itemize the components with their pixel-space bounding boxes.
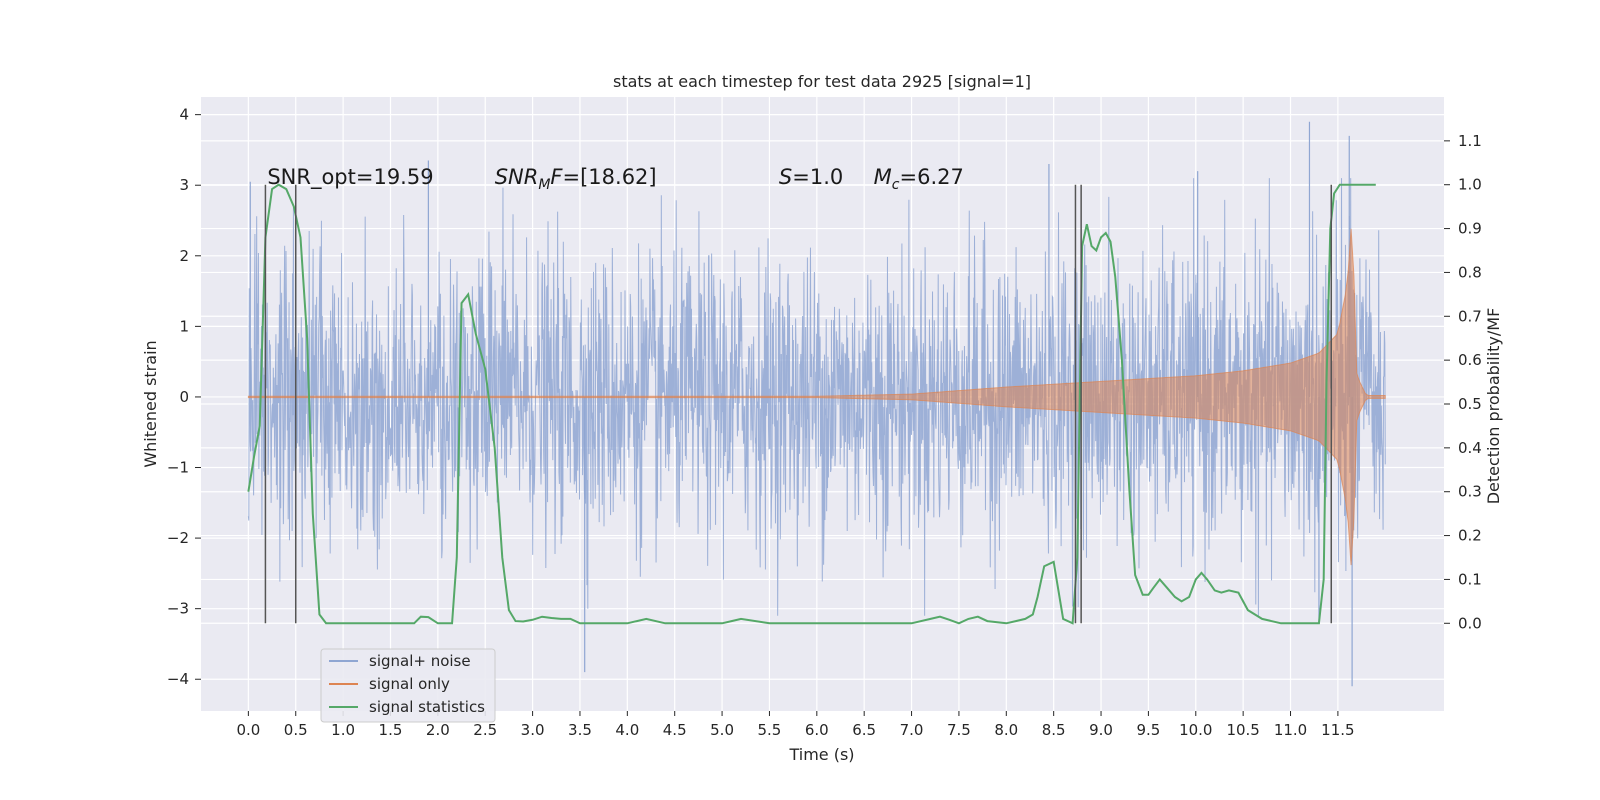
- x-tick-label: 9.0: [1089, 721, 1113, 739]
- annotation: S=1.0: [779, 165, 843, 189]
- annotations: SNR_opt=19.59 SNRMF=[18.62] S=1.0 Mc=6.27: [267, 165, 964, 193]
- x-tick-label: 4.0: [615, 721, 639, 739]
- axis-ticks: 0.0 0.5 1.0 1.5 2.0 2.5 3.0 3.5 4.0 4.5 5.0 5.5 6.0 6…: [167, 106, 1482, 739]
- y-axis-label: Whitened strain: [141, 340, 160, 467]
- x-tick-label: 2.0: [426, 721, 450, 739]
- annotation: SNRMF=[18.62]: [495, 165, 657, 193]
- y-right-tick-label: 0.7: [1458, 307, 1482, 325]
- y-tick-label: 0: [179, 388, 189, 406]
- y-tick-label: 2: [179, 247, 189, 265]
- x-tick-label: 5.0: [710, 721, 734, 739]
- x-tick-label: 6.5: [852, 721, 876, 739]
- y-tick-label: 1: [179, 317, 189, 335]
- x-tick-label: 1.5: [379, 721, 403, 739]
- x-tick-label: 5.5: [758, 721, 782, 739]
- x-tick-label: 0.5: [284, 721, 308, 739]
- y-right-tick-label: 1.1: [1458, 132, 1482, 150]
- x-tick-label: 10.5: [1226, 721, 1259, 739]
- y-tick-label: 4: [179, 106, 189, 124]
- legend-label-signal: signal only: [369, 675, 450, 693]
- y-tick-label: −1: [167, 459, 189, 477]
- x-tick-label: 0.0: [236, 721, 260, 739]
- x-tick-label: 11.5: [1321, 721, 1354, 739]
- vertical-markers: [264, 184, 1333, 624]
- chart-title: stats at each timestep for test data 292…: [613, 72, 1031, 91]
- legend: signal+ noise signal only signal statist…: [320, 648, 496, 723]
- x-tick-label: 3.5: [568, 721, 592, 739]
- x-tick-label: 7.0: [900, 721, 924, 739]
- y-right-tick-label: 1.0: [1458, 176, 1482, 194]
- legend-label-noise: signal+ noise: [369, 652, 471, 670]
- x-axis-label: Time (s): [788, 745, 854, 764]
- y-right-tick-label: 0.8: [1458, 263, 1482, 281]
- x-tick-label: 8.0: [994, 721, 1018, 739]
- y-tick-label: 3: [179, 176, 189, 194]
- x-tick-label: 11.0: [1274, 721, 1307, 739]
- x-tick-label: 10.0: [1179, 721, 1212, 739]
- y-right-tick-label: 0.2: [1458, 527, 1482, 545]
- x-tick-label: 6.0: [805, 721, 829, 739]
- y-tick-label: −2: [167, 529, 189, 547]
- y-axis-right-label: Detection probability/MF: [1484, 308, 1503, 505]
- legend-label-statistics: signal statistics: [369, 698, 485, 716]
- y-right-tick-label: 0.3: [1458, 483, 1482, 501]
- annotation: Mc=6.27: [874, 165, 964, 193]
- noise-line: [247, 178, 1386, 616]
- y-right-tick-label: 0.0: [1458, 614, 1482, 632]
- annotation: SNR_opt=19.59: [267, 165, 433, 190]
- x-tick-label: 1.0: [331, 721, 355, 739]
- y-right-tick-label: 0.4: [1458, 439, 1482, 457]
- x-tick-label: 8.5: [1042, 721, 1066, 739]
- y-right-tick-label: 0.5: [1458, 395, 1482, 413]
- y-right-tick-label: 0.6: [1458, 351, 1482, 369]
- statistics-line: [247, 183, 1376, 625]
- legend-box: [320, 648, 496, 723]
- signal-envelope: [247, 228, 1386, 566]
- y-right-tick-label: 0.9: [1458, 220, 1482, 238]
- x-tick-label: 9.5: [1136, 721, 1160, 739]
- y-tick-label: −3: [167, 600, 189, 618]
- series-signal-only: [247, 228, 1386, 566]
- y-tick-label: −4: [167, 670, 189, 688]
- x-tick-label: 2.5: [473, 721, 497, 739]
- x-tick-label: 7.5: [947, 721, 971, 739]
- x-tick-label: 4.5: [663, 721, 687, 739]
- series-signal-statistics: [247, 183, 1376, 625]
- x-tick-label: 3.0: [521, 721, 545, 739]
- y-right-tick-label: 0.1: [1458, 570, 1482, 588]
